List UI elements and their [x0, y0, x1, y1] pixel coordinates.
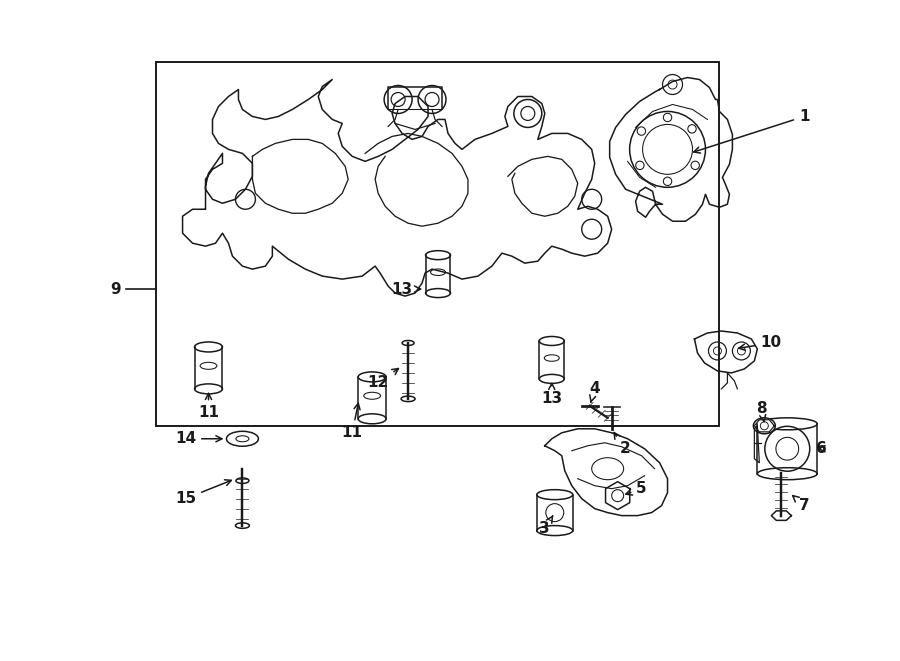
Ellipse shape	[591, 457, 624, 480]
Circle shape	[635, 161, 644, 169]
Ellipse shape	[236, 478, 249, 483]
Ellipse shape	[536, 525, 572, 535]
Text: 7: 7	[793, 496, 810, 513]
Ellipse shape	[536, 490, 572, 500]
Text: 14: 14	[175, 431, 222, 446]
Circle shape	[637, 127, 645, 136]
Text: 13: 13	[541, 383, 562, 407]
Text: 1: 1	[694, 109, 809, 153]
Text: 11: 11	[342, 403, 363, 440]
Circle shape	[663, 113, 671, 122]
Ellipse shape	[194, 384, 222, 394]
Text: 8: 8	[756, 401, 767, 422]
Ellipse shape	[426, 289, 451, 297]
Ellipse shape	[753, 418, 775, 434]
Text: 5: 5	[626, 481, 647, 496]
Text: 2: 2	[614, 432, 630, 456]
Ellipse shape	[539, 374, 564, 383]
Ellipse shape	[194, 342, 222, 352]
Text: 11: 11	[198, 393, 219, 420]
Text: 4: 4	[590, 381, 600, 402]
Ellipse shape	[539, 336, 564, 346]
Text: 12: 12	[367, 369, 399, 391]
Circle shape	[691, 161, 699, 169]
Text: 15: 15	[175, 480, 231, 506]
Circle shape	[688, 125, 697, 133]
Text: 6: 6	[815, 442, 826, 456]
Ellipse shape	[758, 418, 817, 430]
Ellipse shape	[426, 251, 451, 260]
Text: 9: 9	[111, 282, 121, 297]
Text: 10: 10	[739, 336, 782, 350]
Bar	[156, 61, 719, 426]
Ellipse shape	[236, 523, 249, 528]
Ellipse shape	[402, 340, 414, 346]
Ellipse shape	[358, 372, 386, 382]
Ellipse shape	[358, 414, 386, 424]
Ellipse shape	[758, 468, 817, 480]
Text: 13: 13	[392, 282, 420, 297]
Ellipse shape	[401, 396, 415, 402]
Text: 3: 3	[539, 516, 553, 536]
Circle shape	[663, 177, 671, 186]
